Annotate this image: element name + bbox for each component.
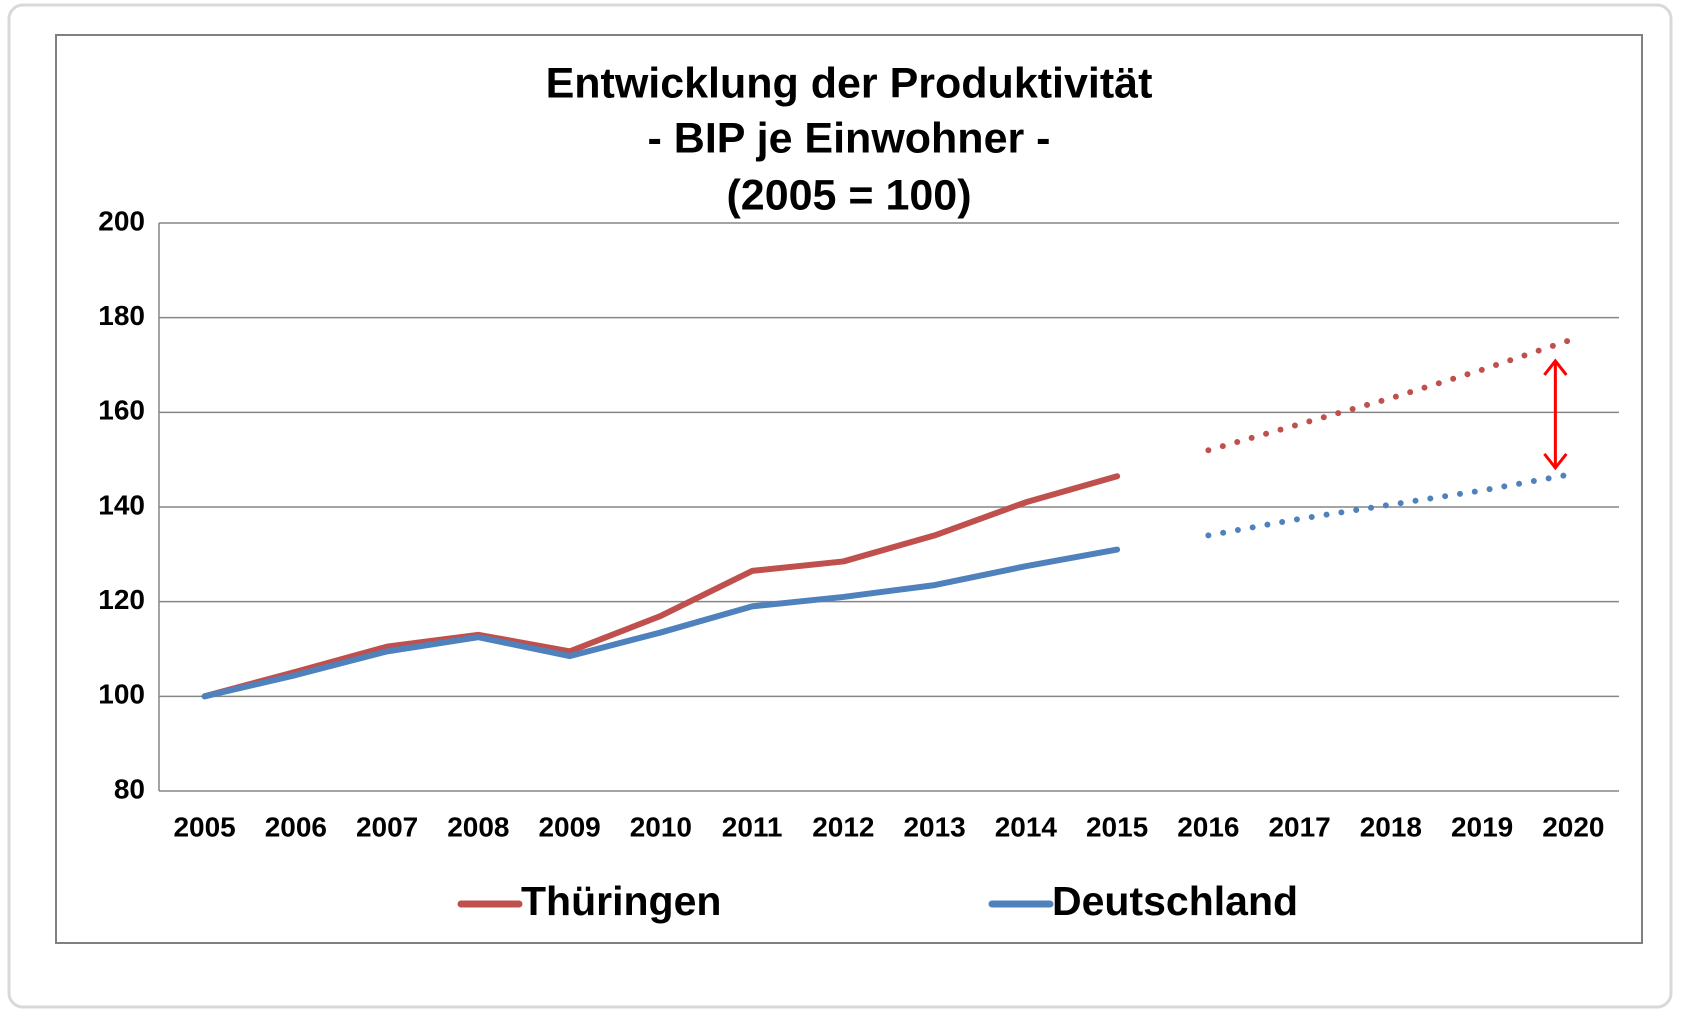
- x-tick-label: 2019: [1451, 811, 1513, 842]
- x-tick-label: 2009: [538, 811, 600, 842]
- x-tick-label: 2012: [812, 811, 874, 842]
- gap-arrow-head: [1543, 358, 1568, 471]
- x-tick-label: 2014: [995, 811, 1058, 842]
- y-tick-label: 160: [98, 395, 145, 426]
- line: [201, 473, 1121, 700]
- y-tick-label: 180: [98, 300, 145, 331]
- x-tick-label: 2016: [1177, 811, 1239, 842]
- x-tick-label: 2008: [447, 811, 509, 842]
- legend-label: Thüringen: [521, 878, 721, 924]
- x-tick-label: 2010: [630, 811, 692, 842]
- x-tick-label: 2007: [356, 811, 418, 842]
- y-tick-label: 100: [98, 679, 145, 710]
- forecast-line: [1205, 470, 1577, 539]
- chart-title: Entwicklung der Produktivität: [546, 59, 1153, 107]
- x-tick-label: 2013: [903, 811, 965, 842]
- x-tick-label: 2006: [265, 811, 327, 842]
- legend-label: Deutschland: [1052, 878, 1298, 924]
- x-tick-label: 2020: [1542, 811, 1604, 842]
- y-tick-label: 200: [98, 205, 145, 236]
- x-tick-label: 2011: [722, 811, 783, 842]
- x-tick-label: 2015: [1086, 811, 1148, 842]
- y-tick-label: 140: [98, 489, 145, 520]
- x-tick-label: 2017: [1268, 811, 1330, 842]
- chart-title: - BIP je Einwohner -: [648, 114, 1051, 162]
- y-tick-label: 120: [98, 584, 145, 615]
- x-tick-label: 2005: [173, 811, 235, 842]
- y-tick-label: 80: [114, 773, 145, 804]
- line: [201, 546, 1121, 700]
- chart-title: (2005 = 100): [726, 171, 971, 219]
- forecast-line: [1205, 335, 1577, 454]
- x-tick-label: 2018: [1360, 811, 1422, 842]
